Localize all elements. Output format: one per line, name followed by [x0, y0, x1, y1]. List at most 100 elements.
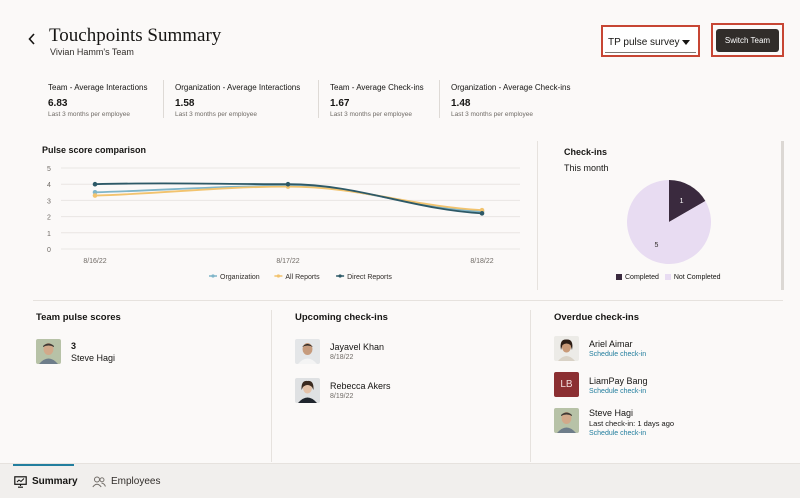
- kpi-caption: Last 3 months per employee: [330, 111, 413, 118]
- overdue-person-name: LiamPay Bang: [589, 376, 648, 386]
- upcoming-date: 8/19/22: [330, 393, 354, 400]
- pulse-score-chart-card: Pulse score comparison 0 1 2 3 4 5 8/16/22 8/17…: [33, 139, 520, 289]
- survey-select-inner: TP pulse survey: [605, 29, 696, 53]
- legend-item-not-completed: Not Completed: [664, 274, 721, 281]
- x-tick-label: 8/18/22: [470, 258, 493, 265]
- kpi-value: 6.83: [48, 98, 68, 109]
- kpi-divider: [318, 80, 319, 118]
- y-tick-label: 5: [47, 166, 51, 173]
- switch-team-highlight: Switch Team: [711, 23, 784, 57]
- pulse-score-line-chart: 0 1 2 3 4 5 8/16/22 8/17/22 8/18/22 Organization A…: [47, 166, 520, 281]
- y-tick-label: 0: [47, 247, 51, 254]
- avatar: [36, 339, 61, 364]
- pulse-item[interactable]: 3 Steve Hagi: [36, 339, 236, 369]
- x-tick-label: 8/17/22: [276, 258, 299, 265]
- legend-label: All Reports: [285, 274, 320, 281]
- section-title: Team pulse scores: [36, 312, 121, 323]
- section-title: Upcoming check-ins: [295, 312, 388, 323]
- kpi-label: Organization - Average Check-ins: [451, 83, 571, 92]
- pie-data-label: 1: [680, 198, 684, 205]
- data-point[interactable]: [92, 193, 98, 198]
- pulse-score: 3: [71, 341, 77, 351]
- page-title: Touchpoints Summary: [49, 25, 222, 46]
- avatar: [295, 378, 320, 403]
- legend-label: Organization: [220, 274, 260, 281]
- data-point[interactable]: [285, 181, 291, 187]
- upcoming-person-name: Jayavel Khan: [330, 342, 385, 352]
- kpi-caption: Last 3 months per employee: [175, 111, 258, 118]
- survey-select-value: TP pulse survey: [608, 37, 680, 48]
- chevron-left-icon: [28, 33, 35, 45]
- legend-item[interactable]: Direct Reports: [336, 274, 392, 281]
- overdue-item: Steve Hagi Last check-in: 1 days ago Sch…: [554, 406, 774, 446]
- overdue-person-name: Ariel Aimar: [589, 339, 633, 349]
- upcoming-person-name: Rebecca Akers: [330, 381, 391, 391]
- upcoming-checkins-section: Upcoming check-ins Jayavel Khan 8/18/22 …: [295, 312, 525, 462]
- tab-summary[interactable]: Summary: [14, 464, 78, 498]
- page-subtitle: Vivian Hamm's Team: [50, 47, 134, 57]
- y-tick-label: 4: [47, 182, 51, 189]
- tab-label: Employees: [111, 476, 161, 487]
- data-point[interactable]: [479, 207, 485, 213]
- section-title: Overdue check-ins: [554, 312, 640, 323]
- data-point[interactable]: [92, 181, 98, 187]
- legend-item[interactable]: All Reports: [274, 274, 320, 281]
- people-icon: [92, 476, 106, 488]
- legend-marker: [276, 274, 280, 278]
- avatar: [554, 408, 579, 433]
- schedule-checkin-link[interactable]: Schedule check-in: [589, 430, 647, 437]
- upcoming-item[interactable]: Jayavel Khan 8/18/22: [295, 339, 495, 369]
- legend-swatch: [664, 274, 671, 280]
- y-tick-label: 1: [47, 231, 51, 238]
- kpi-org-avg-checkins: Organization - Average Check-ins 1.48 La…: [439, 80, 570, 120]
- avatar-initials: LB: [554, 372, 579, 397]
- kpi-label: Team - Average Check-ins: [330, 83, 424, 92]
- legend-label: Completed: [625, 274, 659, 281]
- schedule-checkin-link[interactable]: Schedule check-in: [589, 351, 647, 358]
- team-pulse-section: Team pulse scores 3 Steve Hagi: [36, 312, 266, 462]
- column-divider: [271, 310, 272, 462]
- kpi-caption: Last 3 months per employee: [451, 111, 534, 118]
- legend-marker: [211, 274, 215, 278]
- schedule-checkin-link[interactable]: Schedule check-in: [589, 388, 647, 395]
- kpi-label: Team - Average Interactions: [48, 83, 148, 92]
- kpi-org-avg-interactions: Organization - Average Interactions 1.58…: [163, 80, 300, 120]
- legend-swatch: [616, 274, 622, 280]
- pie-subtitle: This month: [564, 163, 609, 173]
- tab-label: Summary: [32, 476, 78, 487]
- pie-slice-completed[interactable]: [669, 180, 706, 222]
- switch-team-button[interactable]: Switch Team: [716, 29, 779, 52]
- column-divider: [530, 310, 531, 462]
- chart-title: Pulse score comparison: [42, 145, 147, 155]
- y-tick-label: 3: [47, 198, 51, 205]
- kpi-team-avg-interactions: Team - Average Interactions 6.83 Last 3 …: [36, 80, 147, 120]
- section-divider: [33, 300, 783, 301]
- kpi-value: 1.58: [175, 98, 195, 109]
- page-header: Touchpoints Summary Vivian Hamm's Team T…: [0, 0, 800, 70]
- last-checkin-text: Last check-in: 1 days ago: [589, 419, 675, 428]
- legend-marker: [338, 274, 342, 278]
- presentation-icon: [14, 475, 27, 488]
- overdue-person-name: Steve Hagi: [589, 408, 634, 418]
- bottom-tab-bar: Summary Employees: [0, 463, 800, 498]
- pie-legend: Completed Not Completed: [616, 274, 721, 281]
- survey-select[interactable]: TP pulse survey: [601, 25, 700, 57]
- kpi-caption: Last 3 months per employee: [48, 111, 131, 118]
- data-point[interactable]: [92, 190, 98, 195]
- kpi-team-avg-checkins: Team - Average Check-ins 1.67 Last 3 mon…: [318, 80, 424, 120]
- x-tick-label: 8/16/22: [83, 258, 106, 265]
- checkins-pie-chart: 15: [627, 180, 711, 264]
- pie-slice-not-completed[interactable]: [627, 180, 711, 264]
- kpi-divider: [163, 80, 164, 118]
- pie-data-label: 5: [654, 242, 658, 249]
- tab-employees[interactable]: Employees: [92, 464, 160, 498]
- legend-label: Direct Reports: [347, 274, 392, 281]
- data-point[interactable]: [479, 211, 485, 216]
- back-button[interactable]: [28, 32, 42, 48]
- legend-item[interactable]: Organization: [209, 274, 260, 281]
- upcoming-item[interactable]: Rebecca Akers 8/19/22: [295, 378, 495, 408]
- avatar-initials-text: LB: [560, 379, 573, 390]
- pulse-person-name: Steve Hagi: [71, 353, 116, 363]
- caret-down-icon: [682, 40, 690, 45]
